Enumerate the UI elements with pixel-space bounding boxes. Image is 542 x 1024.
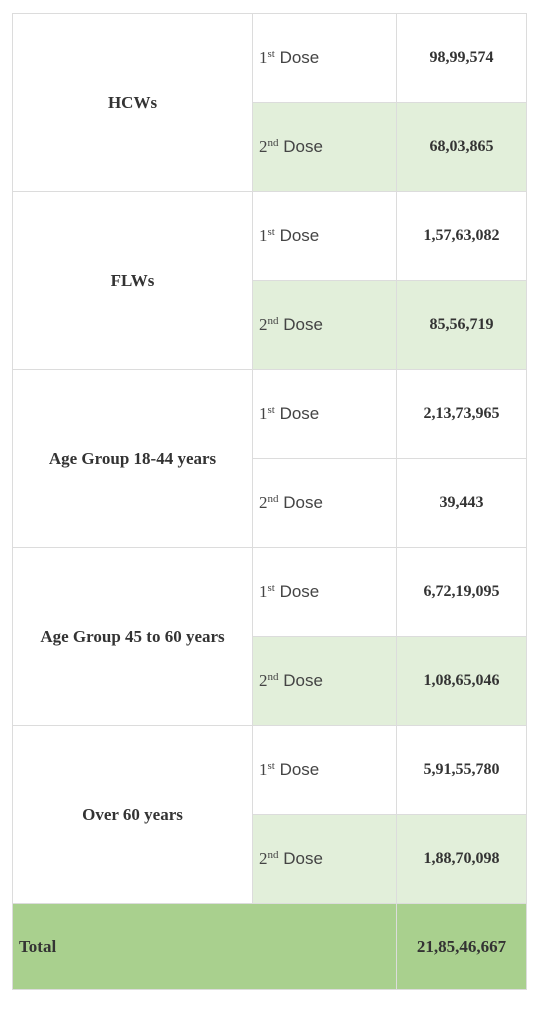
table-row: HCWs 1st Dose 98,99,574 xyxy=(12,13,527,192)
dose-count: 85,56,719 xyxy=(396,280,527,370)
dose-count: 1,88,70,098 xyxy=(396,814,527,904)
group-label: Age Group 45 to 60 years xyxy=(12,547,253,726)
group-label: FLWs xyxy=(12,191,253,370)
dose-count: 98,99,574 xyxy=(396,13,527,103)
table-row: 2nd Dose 68,03,865 xyxy=(13,102,527,192)
dose-label: 1st Dose xyxy=(252,191,397,281)
dose-count: 39,443 xyxy=(396,458,527,548)
dose-count: 1,08,65,046 xyxy=(396,636,527,726)
table-row: 2nd Dose 85,56,719 xyxy=(13,280,527,370)
dose-label: 2nd Dose xyxy=(252,636,397,726)
total-label: Total xyxy=(12,903,397,990)
table-row: Age Group 18-44 years 1st Dose 2,13,73,9… xyxy=(12,369,527,548)
dose-count: 2,13,73,965 xyxy=(396,369,527,459)
dose-label: 2nd Dose xyxy=(252,814,397,904)
table-row: 2nd Dose 1,88,70,098 xyxy=(13,814,527,904)
dose-count: 6,72,19,095 xyxy=(396,547,527,637)
dose-label: 1st Dose xyxy=(252,547,397,637)
total-row: Total 21,85,46,667 xyxy=(12,903,527,990)
vaccination-table: HCWs 1st Dose 98,99,574 2nd Dose 68,03,8… xyxy=(12,13,527,990)
group-label: Age Group 18-44 years xyxy=(12,369,253,548)
group-label: HCWs xyxy=(12,13,253,192)
dose-count: 1,57,63,082 xyxy=(396,191,527,281)
dose-label: 2nd Dose xyxy=(252,102,397,192)
table-row: Age Group 45 to 60 years 1st Dose 6,72,1… xyxy=(12,547,527,726)
dose-label: 1st Dose xyxy=(252,725,397,815)
table-row: 2nd Dose 1,08,65,046 xyxy=(13,636,527,726)
dose-label: 1st Dose xyxy=(252,369,397,459)
dose-label: 2nd Dose xyxy=(252,458,397,548)
total-value: 21,85,46,667 xyxy=(396,903,527,990)
dose-label: 1st Dose xyxy=(252,13,397,103)
dose-count: 5,91,55,780 xyxy=(396,725,527,815)
table-row: 2nd Dose 39,443 xyxy=(13,458,527,548)
group-label: Over 60 years xyxy=(12,725,253,904)
table-row: FLWs 1st Dose 1,57,63,082 xyxy=(12,191,527,370)
dose-label: 2nd Dose xyxy=(252,280,397,370)
table-row: Over 60 years 1st Dose 5,91,55,780 xyxy=(12,725,527,904)
dose-count: 68,03,865 xyxy=(396,102,527,192)
